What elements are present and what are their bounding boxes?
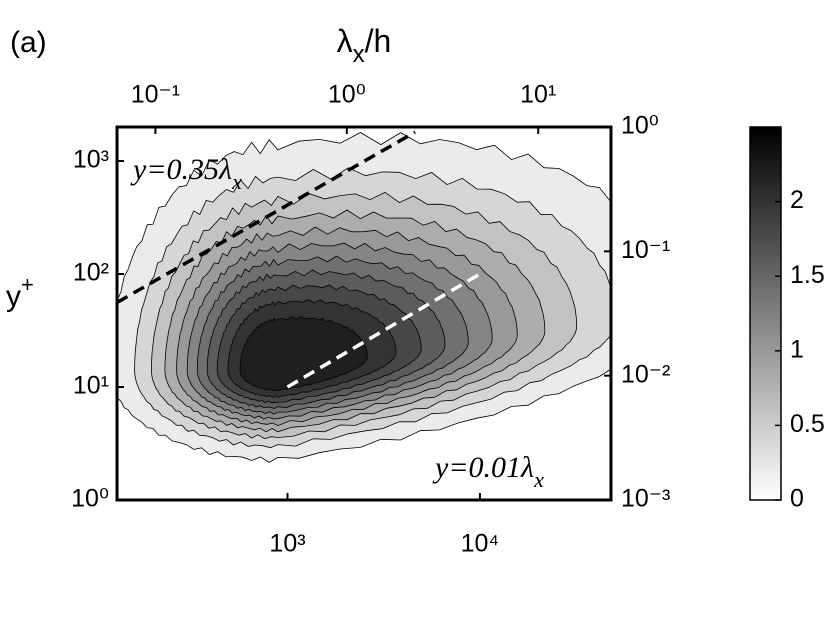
panel-label: (a) [10, 26, 47, 59]
y-axis-label: y+ [6, 272, 34, 313]
label-sub: x [533, 467, 544, 492]
reference-line [117, 130, 416, 304]
y2-tick-label: 10⁻² [621, 360, 670, 388]
colorbar-tick-label: 2 [790, 186, 804, 214]
x2-tick-label: 10⁻¹ [131, 81, 180, 109]
y2-tick-label: 10⁻¹ [621, 236, 670, 264]
y-tick-label: 10³ [73, 146, 109, 174]
contour-plot [117, 127, 611, 500]
x2-tick-label: 10¹ [520, 81, 556, 109]
label-text: y=0.35λ [130, 153, 232, 186]
y2-tick-label: 10⁰ [621, 112, 659, 140]
label-sub: x [353, 41, 365, 68]
y-tick-label: 10² [73, 259, 109, 287]
colorbar-tick-label: 0 [790, 485, 804, 513]
colorbar-tick-label: 0.5 [790, 410, 825, 438]
y-tick-label: 10⁰ [71, 485, 109, 513]
x-tick-label: 10³ [269, 530, 305, 558]
label-rest: /h [365, 23, 392, 59]
x-tick-label: 10⁴ [461, 530, 500, 558]
colorbar-tick-label: 1.5 [790, 261, 825, 289]
label-symbol: λ [337, 23, 353, 59]
colorbar [749, 126, 782, 501]
label-text: y [6, 280, 21, 313]
reference-label: y=0.01λx [432, 451, 544, 492]
top-axis-label: λx/h [337, 23, 392, 68]
plot-frame [115, 125, 613, 502]
y-tick-label: 10¹ [73, 372, 109, 400]
reference-label: y=0.35λx [130, 153, 242, 194]
label-text: y=0.01λ [432, 451, 534, 484]
reference-lines [117, 130, 485, 389]
y2-tick-label: 10⁻³ [621, 485, 670, 513]
contour-region [239, 316, 368, 392]
label-sup: + [21, 272, 34, 297]
label-sub: x [231, 169, 242, 194]
x2-tick-label: 10⁰ [328, 81, 366, 109]
colorbar-tick-label: 1 [790, 335, 804, 363]
